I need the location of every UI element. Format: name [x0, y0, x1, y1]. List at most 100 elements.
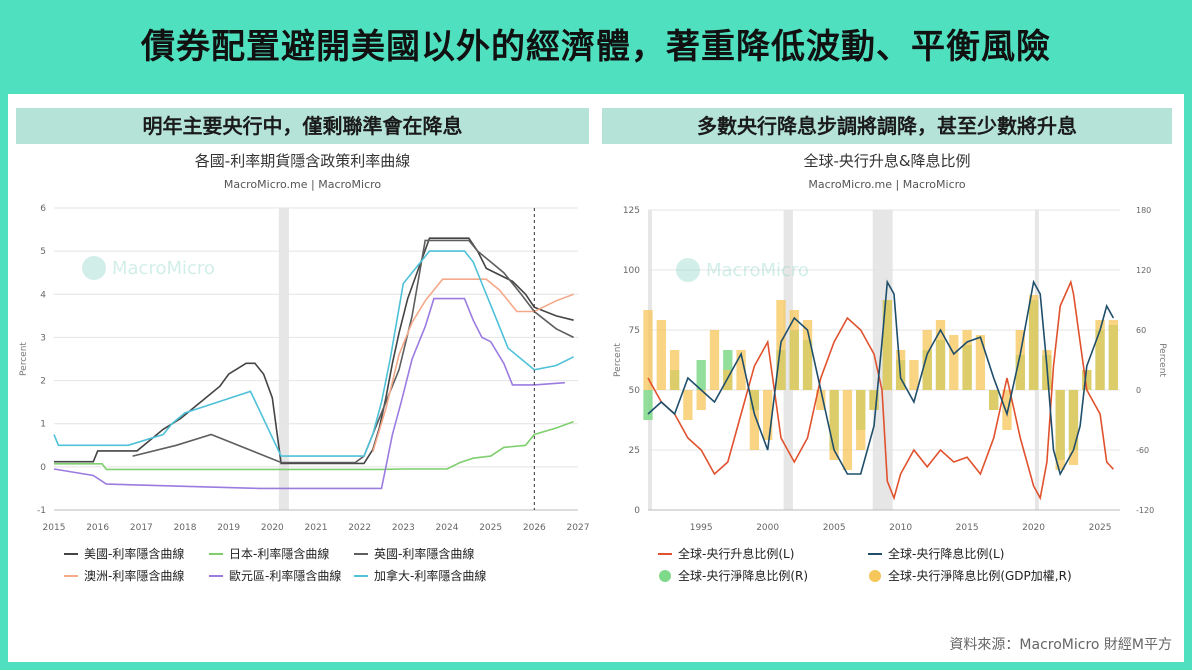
- y2-tick-label: 60: [1136, 326, 1146, 335]
- bar-全球-央行淨降息比例(GDP加權,R)-25: [975, 335, 986, 390]
- x-tick-label: 2025: [1089, 523, 1112, 533]
- shaded-period-1: [783, 210, 793, 510]
- legend-label: 全球-央行升息比例(L): [678, 546, 794, 561]
- x-tick-label: 2023: [392, 523, 415, 533]
- legend-label: 歐元區-利率隱含曲線: [229, 568, 341, 583]
- x-tick-label: 2024: [436, 523, 459, 533]
- bar-全球-央行淨降息比例(GDP加權,R)-23: [949, 335, 959, 390]
- y-tick-label: 2: [40, 377, 46, 387]
- source-note: 資料來源：MacroMicro 財經M平方: [949, 637, 1172, 653]
- legend-label: 美國-利率隱含曲線: [84, 546, 184, 561]
- bar-全球-央行淨降息比例(GDP加權,R)-8: [749, 390, 760, 450]
- y-tick-label: 125: [623, 206, 640, 216]
- legend-label: 全球-央行淨降息比例(R): [678, 568, 808, 583]
- y-tick-label: 50: [629, 386, 641, 396]
- y-tick-label: 25: [629, 446, 640, 456]
- series-line-英國-利率隱含曲線: [132, 239, 574, 464]
- y-tick-label: -1: [37, 506, 46, 516]
- bar-全球-央行淨降息比例(GDP加權,R)-4: [696, 390, 706, 410]
- watermark-text: MacroMicro: [112, 258, 215, 279]
- bar-全球-央行淨降息比例(GDP加權,R)-28: [1015, 330, 1025, 390]
- y-tick-label: 75: [629, 326, 640, 336]
- bar-全球-央行淨降息比例(GDP加權,R)-17: [869, 390, 879, 410]
- series-line-全球-央行升息比例(L): [647, 279, 1114, 501]
- bar-全球-央行淨降息比例(GDP加權,R)-18: [882, 300, 892, 390]
- y-tick-label: 0: [634, 506, 640, 516]
- x-tick-label: 2000: [756, 523, 779, 533]
- legend-swatch: [869, 570, 881, 582]
- series-line-澳洲-利率隱含曲線: [372, 278, 574, 453]
- bar-全球-央行淨降息比例(GDP加權,R)-35: [1108, 320, 1119, 390]
- legend-label: 全球-央行降息比例(L): [888, 546, 1004, 561]
- bar-全球-央行淨降息比例(GDP加權,R)-6: [723, 370, 733, 390]
- y-tick-label: 0: [40, 463, 46, 473]
- bar-全球-央行淨降息比例(GDP加權,R)-29: [1028, 295, 1039, 390]
- chart-title: 各國-利率期貨隱含政策利率曲線: [195, 152, 410, 170]
- y-tick-label: 4: [40, 290, 46, 300]
- bar-全球-央行淨降息比例(GDP加權,R)-24: [962, 330, 972, 390]
- bar-全球-央行淨降息比例(GDP加權,R)-12: [802, 320, 813, 390]
- series-line-加拿大-利率隱含曲線: [53, 250, 574, 457]
- x-tick-label: 2021: [305, 523, 328, 533]
- bar-全球-央行淨降息比例(GDP加權,R)-22: [935, 320, 946, 390]
- x-tick-label: 2019: [217, 523, 240, 533]
- watermark-icon: [82, 256, 106, 280]
- bar-全球-央行淨降息比例(GDP加權,R)-26: [989, 390, 999, 410]
- bar-全球-央行淨降息比例(GDP加權,R)-0: [643, 310, 653, 390]
- y2-tick-label: -120: [1136, 506, 1154, 515]
- bar-全球-央行淨降息比例(GDP加權,R)-14: [829, 390, 839, 460]
- x-tick-label: 2015: [956, 523, 979, 533]
- policy-rate-chart: 各國-利率期貨隱含政策利率曲線 MacroMicro.me | MacroMicr…: [19, 152, 589, 583]
- legend-label: 加拿大-利率隱含曲線: [374, 568, 486, 583]
- series-line-歐元區-利率隱含曲線: [53, 297, 565, 490]
- watermark-icon: [676, 258, 700, 282]
- bar-全球-央行淨降息比例(GDP加權,R)-7: [736, 350, 746, 390]
- legend-label: 日本-利率隱含曲線: [229, 546, 329, 561]
- bar-全球-央行淨降息比例(GDP加權,R)-9: [763, 390, 773, 440]
- bar-全球-央行淨降息比例(GDP加權,R)-27: [1002, 390, 1012, 430]
- x-tick-label: 1995: [690, 523, 713, 533]
- x-tick-label: 2018: [174, 523, 197, 533]
- x-tick-label: 2022: [348, 523, 371, 533]
- x-tick-label: 2020: [1022, 523, 1045, 533]
- x-tick-label: 2010: [889, 523, 912, 533]
- chart-title: 全球-央行升息&降息比例: [803, 152, 970, 170]
- bar-全球-央行淨降息比例(GDP加權,R)-1: [656, 320, 666, 390]
- y2-tick-label: 120: [1136, 266, 1151, 275]
- y-tick-label: 6: [40, 204, 46, 214]
- y2-axis-label: Percent: [1157, 343, 1167, 377]
- x-tick-label: 2025: [479, 523, 502, 533]
- y-axis-label: Percent: [19, 342, 29, 376]
- bar-全球-央行淨降息比例(GDP加權,R)-13: [816, 390, 826, 410]
- y-tick-label: 5: [40, 247, 46, 257]
- bar-全球-央行淨降息比例(GDP加權,R)-32: [1068, 390, 1079, 465]
- chart-subtitle: MacroMicro.me | MacroMicro: [808, 178, 966, 191]
- x-tick-label: 2017: [130, 523, 153, 533]
- bar-全球-央行淨降息比例(GDP加權,R)-31: [1055, 390, 1065, 470]
- headline: 債券配置避開美國以外的經濟體，著重降低波動、平衡風險: [141, 27, 1051, 67]
- series-line-全球-央行降息比例(L): [647, 279, 1115, 477]
- bar-全球-央行淨降息比例(GDP加權,R)-5: [709, 330, 720, 390]
- legend-label: 英國-利率隱含曲線: [374, 546, 474, 561]
- bar-全球-央行淨降息比例(GDP加權,R)-34: [1095, 320, 1105, 390]
- left-panel-title: 明年主要央行中，僅剩聯準會在降息: [16, 108, 589, 144]
- bar-全球-央行淨降息比例(GDP加權,R)-20: [909, 360, 919, 390]
- legend-swatch: [659, 570, 671, 582]
- x-tick-label: 2005: [823, 523, 846, 533]
- y-tick-label: 1: [40, 420, 46, 430]
- bar-全球-央行淨降息比例(GDP加權,R)-3: [683, 390, 693, 420]
- watermark-logo: MacroMicro: [82, 256, 215, 280]
- y-tick-label: 3: [40, 333, 46, 343]
- bar-全球-央行淨降息比例(R)-0: [643, 390, 653, 420]
- y2-tick-label: 0: [1136, 386, 1141, 395]
- right-panel-title: 多數央行降息步調將調降，甚至少數將升息: [602, 108, 1172, 144]
- bar-全球-央行淨降息比例(GDP加權,R)-15: [842, 390, 853, 470]
- x-tick-label: 2026: [523, 523, 546, 533]
- y-axis-label: Percent: [613, 343, 623, 377]
- watermark-logo: MacroMicro: [676, 258, 809, 282]
- bar-全球-央行淨降息比例(GDP加權,R)-2: [669, 350, 680, 390]
- y-tick-label: 100: [623, 266, 640, 276]
- watermark-text: MacroMicro: [706, 260, 809, 281]
- bar-全球-央行淨降息比例(GDP加權,R)-16: [856, 390, 866, 450]
- content-panel: 明年主要央行中，僅剩聯準會在降息 多數央行降息步調將調降，甚至少數將升息 各國-…: [8, 94, 1184, 662]
